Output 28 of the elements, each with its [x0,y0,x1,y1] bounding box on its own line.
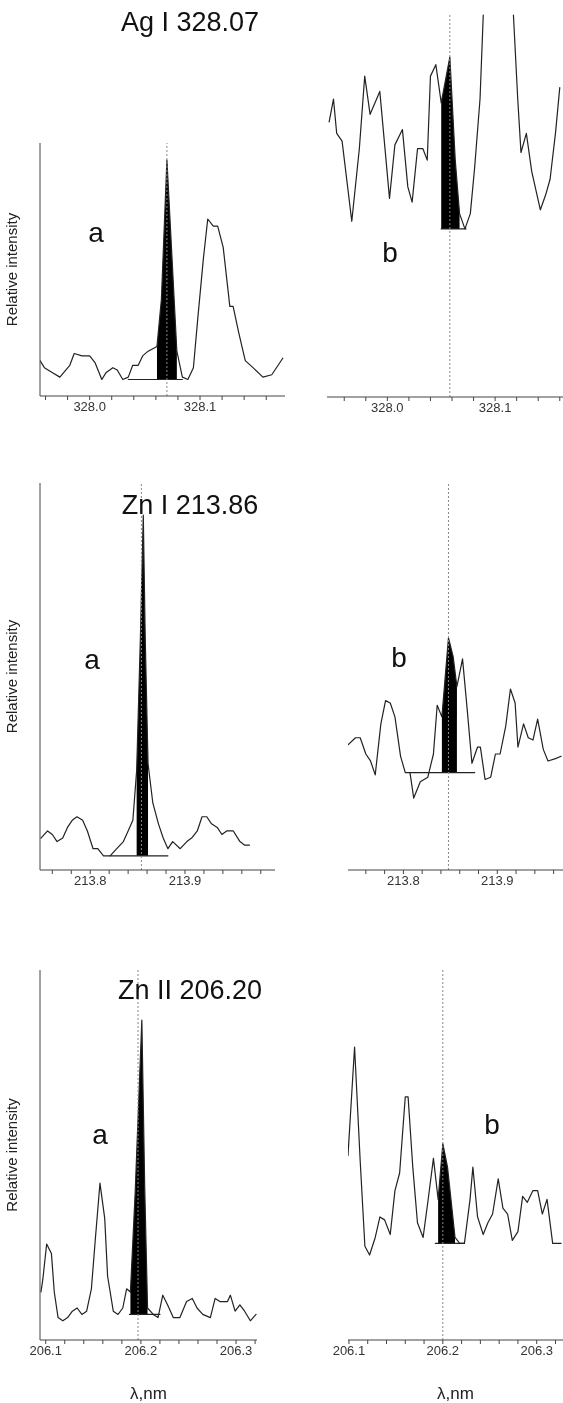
y-axis-title: Relative intensity [3,1097,21,1212]
x-axis-title: λ,nm [130,1384,167,1403]
x-tick-label: 328.1 [478,400,512,416]
annotation: b [484,1109,500,1141]
x-tick-label: 206.3 [219,1343,253,1359]
annotation: b [382,237,398,269]
x-tick-label: 206.1 [332,1343,366,1359]
annotation: a [92,1119,108,1151]
x-tick-label: 206.2 [124,1343,158,1359]
x-tick-label: 328.1 [183,399,217,415]
x-axis-title: λ,nm [437,1384,474,1403]
x-tick-label: 328.0 [73,399,106,415]
x-tick-label: 206.2 [426,1343,460,1359]
x-tick-label: 213.8 [387,873,420,889]
x-tick-label: 213.8 [73,873,107,889]
annotation: a [84,644,100,676]
y-axis-title: Relative intensity [3,619,21,734]
annotation: a [88,217,104,249]
x-tick-label: 206.3 [520,1343,553,1359]
chart-title: Ag I 328.07 [120,6,260,38]
y-axis-title: Relative intensity [3,212,21,327]
chart-title: Zn I 213.86 [121,489,259,521]
x-tick-label: 328.0 [371,400,404,416]
annotation: b [391,642,407,674]
x-tick-label: 213.9 [168,873,202,889]
chart-title: Zn II 206.20 [117,974,263,1006]
x-tick-label: 213.9 [481,873,514,889]
x-tick-label: 206.1 [29,1343,62,1359]
